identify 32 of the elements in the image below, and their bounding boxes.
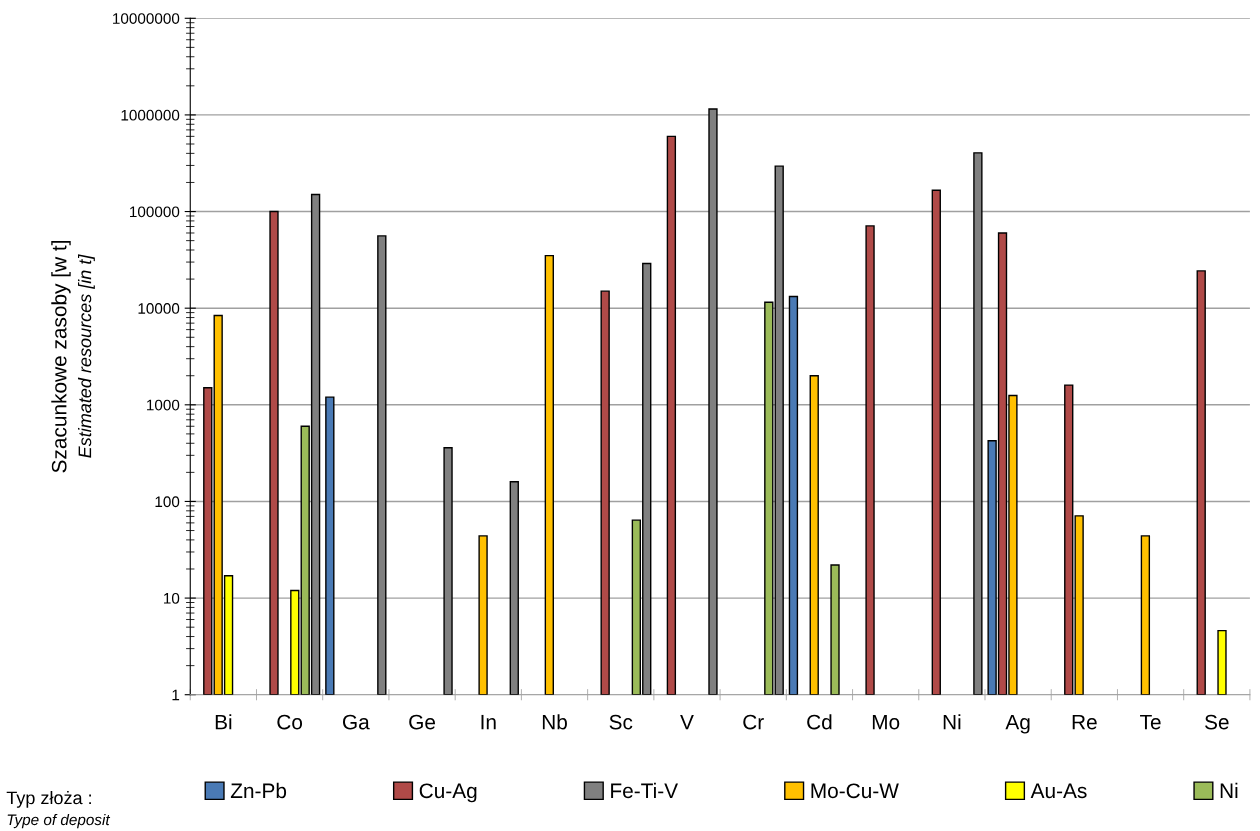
x-tick-label: Se (1205, 714, 1229, 730)
x-tick-label: Ga (342, 714, 370, 730)
x-tick-label: In (481, 714, 496, 730)
x-tick-label: Re (1072, 714, 1097, 730)
y-tick-label: 1 (172, 689, 180, 701)
legend-label: Zn-Pb (230, 782, 287, 799)
legend-title: Typ złoża : Type of deposit (6, 791, 111, 829)
x-tick-label: Te (1140, 714, 1161, 730)
y-tick-label: 1000000 (121, 109, 180, 121)
x-tick-label: Cd (807, 714, 832, 730)
legend-label: Au-As (1030, 783, 1087, 799)
legend-label: Mo-Cu-W (811, 783, 899, 799)
x-tick-label: Ag (1005, 714, 1030, 734)
y-tick-label: 100 (155, 496, 180, 508)
x-tick-label: Cr (743, 714, 764, 730)
legend-label: Fe-Ti-V (611, 782, 678, 799)
x-tick-label: Sc (609, 714, 633, 730)
legend-label: Ni (1220, 782, 1238, 798)
legend-label: Cu-Ag (419, 783, 477, 803)
y-tick-label: 10000 (138, 303, 180, 314)
y-tick-label: 10000000 (113, 13, 180, 24)
x-tick-label: Co (277, 714, 303, 730)
x-tick-label: Ni (943, 714, 961, 730)
x-tick-label: Mo (872, 714, 900, 730)
y-tick-label: 100000 (130, 206, 180, 218)
y-tick-label: 1000 (147, 399, 180, 411)
x-tick-label: Nb (542, 714, 567, 730)
x-tick-label: Ge (409, 714, 436, 730)
y-tick-label: 10 (164, 592, 180, 604)
x-tick-label: Bi (215, 714, 232, 730)
y-axis-title: Szacunkowe zasoby [w t] Estimated resources [in t] (51, 241, 95, 473)
x-tick-label: V (680, 714, 694, 730)
